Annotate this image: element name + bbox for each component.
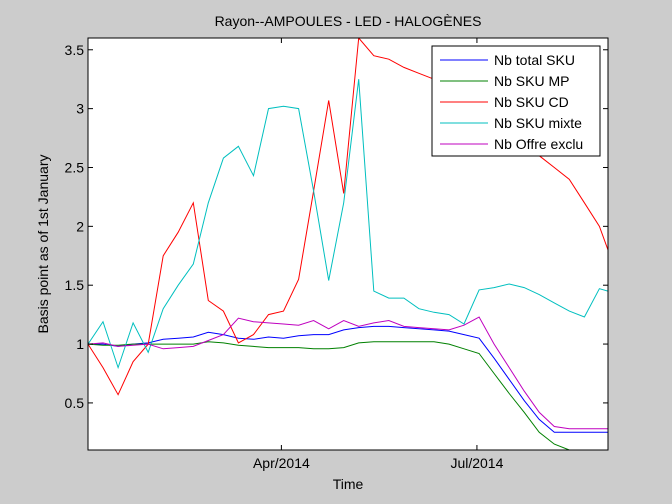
- x-tick-label: Apr/2014: [253, 455, 310, 471]
- y-tick-label: 3: [76, 101, 84, 117]
- legend-label-2: Nb SKU MP: [494, 73, 569, 89]
- y-tick-label: 1.5: [65, 277, 85, 293]
- y-ticks: 0.5 1 1.5 2 2.5 3 3.5: [65, 42, 608, 411]
- legend-box: [431, 45, 601, 157]
- y-tick-label: 2: [76, 218, 84, 234]
- y-axis-label: Basis point as of 1st January: [35, 155, 51, 334]
- y-tick-label: 2.5: [65, 159, 85, 175]
- legend-label-4: Nb SKU mixte: [494, 115, 582, 131]
- x-axis-label: Time: [333, 476, 364, 492]
- x-ticks: Apr/2014 Jul/2014: [253, 38, 504, 471]
- chart-title: Rayon--AMPOULES - LED - HALOGÈNES: [215, 13, 482, 29]
- y-tick-label: 0.5: [65, 395, 85, 411]
- axes-frame: [87, 37, 609, 451]
- legend-label-5: Nb Offre exclu: [494, 136, 583, 152]
- legend-label-3: Nb SKU CD: [494, 94, 569, 110]
- series-line-1: [88, 325, 608, 433]
- x-tick-label: Jul/2014: [450, 455, 503, 471]
- series-line-2: [88, 341, 608, 450]
- y-tick-label: 3.5: [65, 42, 85, 58]
- series-line-5: [88, 316, 608, 430]
- legend: Nb total SKU Nb SKU MP Nb SKU CD Nb SKU mix…: [431, 45, 601, 157]
- legend-label-1: Nb total SKU: [494, 52, 575, 68]
- y-tick-label: 1: [76, 336, 84, 352]
- series-line-4: [88, 79, 608, 370]
